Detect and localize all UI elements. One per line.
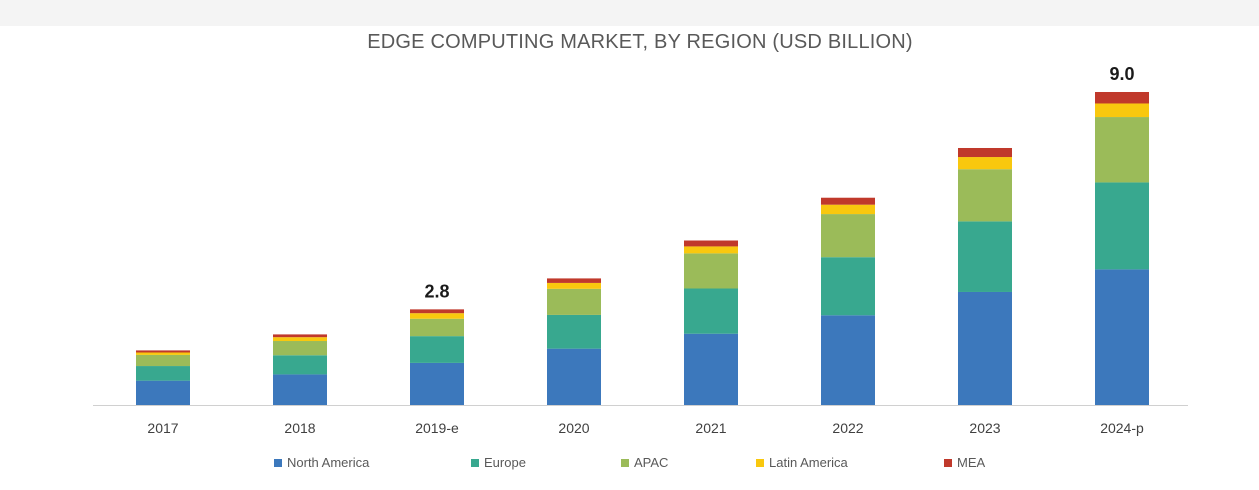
x-tick-label: 2018 [284, 420, 315, 436]
bar-segment-north-america-2021 [684, 333, 738, 405]
bar-segment-apac-2019-e [410, 318, 464, 337]
bar-segment-latin-america-2019-e [410, 313, 464, 319]
bar-segment-mea-2024-p [1095, 92, 1149, 104]
total-data-label: 9.0 [1109, 64, 1134, 84]
bar-segment-latin-america-2018 [273, 337, 327, 342]
total-data-label: 2.8 [424, 281, 449, 301]
legend-swatch [756, 458, 764, 467]
bar-segment-mea-2023 [958, 147, 1012, 158]
legend-label: MEA [957, 455, 986, 470]
bar-segment-mea-2018 [273, 334, 327, 338]
bar-segment-latin-america-2023 [958, 157, 1012, 170]
bar-segment-apac-2022 [821, 214, 875, 258]
bar-segment-north-america-2019-e [410, 362, 464, 405]
bar-segment-europe-2018 [273, 355, 327, 375]
legend-swatch [621, 458, 629, 467]
bar-segment-apac-2018 [273, 341, 327, 356]
legend-item-latin-america: Latin America [756, 455, 848, 470]
bar-segment-europe-2024-p [1095, 182, 1149, 270]
x-tick-label: 2020 [558, 420, 589, 436]
bar-segment-mea-2020 [547, 278, 601, 283]
legend-swatch [274, 458, 282, 467]
chart-title: EDGE COMPUTING MARKET, BY REGION (USD BI… [367, 31, 913, 53]
bar-segment-north-america-2017 [136, 380, 190, 405]
bar-segment-latin-america-2020 [547, 282, 601, 289]
bar-segment-latin-america-2017 [136, 352, 190, 355]
x-tick-label: 2022 [832, 420, 863, 436]
bar-segment-latin-america-2021 [684, 246, 738, 254]
legend-label: Latin America [769, 455, 848, 470]
bar-segment-apac-2017 [136, 354, 190, 367]
bar-segment-north-america-2022 [821, 315, 875, 405]
bar-segment-latin-america-2022 [821, 204, 875, 215]
x-tick-label: 2021 [695, 420, 726, 436]
bar-segment-europe-2022 [821, 257, 875, 316]
bar-segment-north-america-2018 [273, 374, 327, 405]
chart-legend: North America Europe APAC Latin America MEA [0, 455, 1259, 473]
x-tick-label: 2024-p [1100, 420, 1144, 436]
bar-segment-latin-america-2024-p [1095, 103, 1149, 118]
bar-segment-europe-2019-e [410, 336, 464, 363]
bar-segment-apac-2021 [684, 253, 738, 289]
legend-swatch [944, 458, 952, 467]
legend-item-europe: Europe [471, 455, 526, 470]
legend-label: North America [287, 455, 370, 470]
legend-item-mea: MEA [944, 455, 985, 470]
bar-segment-north-america-2024-p [1095, 269, 1149, 405]
bar-segment-mea-2021 [684, 240, 738, 247]
legend-item-apac: APAC [621, 455, 668, 470]
bar-segment-europe-2017 [136, 366, 190, 381]
bar-segment-apac-2024-p [1095, 117, 1149, 183]
x-tick-label: 2023 [969, 420, 1000, 436]
bar-segment-apac-2023 [958, 169, 1012, 222]
bar-segment-mea-2017 [136, 350, 190, 353]
legend-label: APAC [634, 455, 669, 470]
x-tick-label: 2019-e [415, 420, 459, 436]
legend-item-north-america: North America [274, 455, 369, 470]
bar-segment-europe-2020 [547, 314, 601, 349]
legend-swatch [471, 458, 479, 467]
legend-label: Europe [484, 455, 526, 470]
bar-segment-apac-2020 [547, 288, 601, 315]
bar-segment-mea-2022 [821, 197, 875, 205]
bar-segment-north-america-2020 [547, 348, 601, 405]
x-tick-label: 2017 [147, 420, 178, 436]
bar-segment-europe-2023 [958, 221, 1012, 292]
bar-segment-mea-2019-e [410, 309, 464, 314]
bar-segment-north-america-2023 [958, 291, 1012, 405]
bar-segment-europe-2021 [684, 288, 738, 334]
top-band [0, 0, 1259, 26]
chart-plot: 2017 2018 2019-e 2.8 2020 2021 2022 2023 2024-p 9… [93, 64, 1188, 436]
